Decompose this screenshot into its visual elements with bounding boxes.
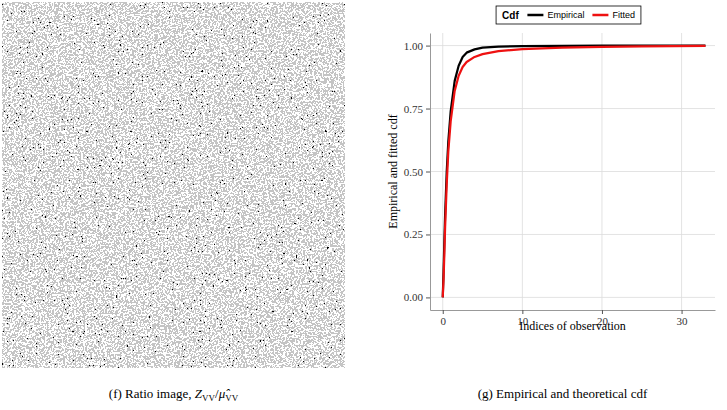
caption-part: VV [202,393,215,403]
axis-line [430,34,431,311]
cdf-line [443,46,706,298]
axis-line [431,310,716,311]
tick: 0.75 [404,103,430,115]
tick-label: 0.25 [404,228,424,240]
tick: 0.50 [404,166,430,178]
y-axis: 0.00 0.25 0.50 0.75 1.00 [404,34,431,311]
legend-title: Cdf [502,10,519,21]
tick: 0.00 [404,291,430,303]
tick-mark [522,310,523,314]
legend: Cdf Empirical Fitted [496,6,641,24]
grid-line [430,108,715,109]
legend-swatch [592,14,608,17]
tick: 30 [677,310,689,327]
tick: 0.25 [404,228,430,240]
tick-mark [426,109,430,110]
grid-line [430,171,715,172]
cdf-line [443,46,706,298]
tick-mark [443,310,444,314]
tick-label: 30 [677,315,689,327]
lines [443,46,706,298]
tick-mark [426,234,430,235]
legend-label: Empirical [547,10,584,20]
tick-mark [426,172,430,173]
x-axis-title: Indices of observation [519,319,626,333]
tick-mark [602,310,603,314]
tick-mark [426,297,430,298]
grid-line [430,234,715,235]
tick-label: 1.00 [404,40,424,52]
ratio-image [2,2,345,368]
legend-box [496,6,641,24]
tick-label: 0.50 [404,166,424,178]
tick-mark [682,310,683,314]
tick-label: 0 [440,315,446,327]
tick-label: 0.00 [404,291,424,303]
y-axis-title: Empirical and fitted cdf [386,114,400,228]
chart-caption: (g) Empirical and theoretical cdf [478,386,648,401]
tick-mark [426,46,430,47]
image-caption: (f) Ratio image, ZVV/μ̂VV [109,386,239,403]
grid [430,33,715,310]
legend-swatch [527,14,543,17]
figure: (f) Ratio image, ZVV/μ̂VV01020300.000.25… [0,0,727,410]
tick-label: 0.75 [404,103,424,115]
tick: 1.00 [404,40,430,52]
caption-part: VV [225,393,238,403]
plot-background [430,33,715,310]
caption-part: (f) Ratio image, [109,386,195,401]
tick: 0 [440,310,446,327]
grid-line [430,297,715,298]
legend-label: Fitted [612,10,635,20]
